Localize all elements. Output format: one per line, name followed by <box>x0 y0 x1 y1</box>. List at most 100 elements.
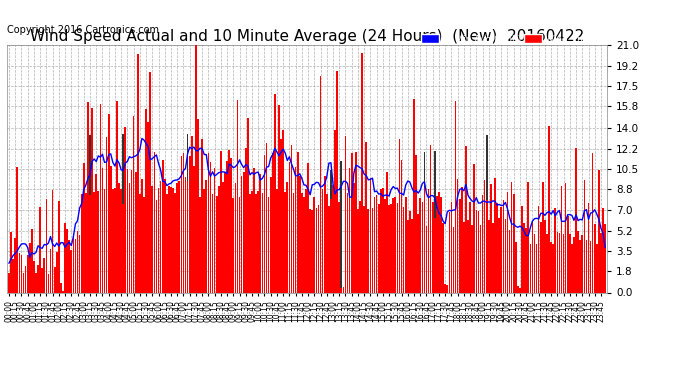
Bar <box>502 200 504 292</box>
Bar <box>166 194 168 292</box>
Bar <box>340 288 342 292</box>
Bar <box>253 168 255 292</box>
Bar <box>35 273 37 292</box>
Bar <box>170 187 172 292</box>
Bar <box>486 200 488 292</box>
Bar <box>519 288 521 292</box>
Bar <box>247 141 248 292</box>
Bar <box>415 155 417 292</box>
Bar <box>578 231 579 292</box>
Bar <box>237 100 238 292</box>
Bar <box>368 209 369 292</box>
Bar <box>43 258 45 292</box>
Bar <box>440 198 442 292</box>
Bar <box>334 130 336 292</box>
Bar <box>523 223 525 292</box>
Bar <box>569 234 571 292</box>
Bar <box>297 152 299 292</box>
Bar <box>475 210 477 292</box>
Bar <box>97 191 99 292</box>
Bar <box>598 170 600 292</box>
Bar <box>575 148 577 292</box>
Bar <box>10 232 12 292</box>
Bar <box>89 135 91 292</box>
Bar <box>496 203 498 292</box>
Bar <box>162 160 164 292</box>
Bar <box>50 249 51 292</box>
Bar <box>286 182 288 292</box>
Bar <box>268 197 270 292</box>
Bar <box>104 189 106 292</box>
Bar <box>432 201 433 292</box>
Bar <box>77 231 79 292</box>
Bar <box>411 219 413 292</box>
Bar <box>420 198 421 292</box>
Bar <box>120 189 122 292</box>
Bar <box>210 162 211 292</box>
Bar <box>101 168 104 292</box>
Bar <box>465 146 466 292</box>
Bar <box>535 244 538 292</box>
Bar <box>179 182 180 292</box>
Bar <box>56 252 57 292</box>
Bar <box>592 153 593 292</box>
Bar <box>255 194 257 292</box>
Bar <box>434 151 435 292</box>
Bar <box>424 152 425 292</box>
Bar <box>313 197 315 292</box>
Bar <box>299 176 301 292</box>
Bar <box>469 202 471 292</box>
Bar <box>573 237 575 292</box>
Bar <box>498 218 500 292</box>
Bar <box>477 211 480 292</box>
Bar <box>301 193 303 292</box>
Bar <box>290 146 293 292</box>
Bar <box>239 196 240 292</box>
Bar <box>118 183 120 292</box>
Bar <box>216 196 217 292</box>
Bar <box>95 174 97 292</box>
Bar <box>247 118 248 292</box>
Bar <box>293 193 295 292</box>
Bar <box>112 189 114 292</box>
Bar <box>249 194 250 292</box>
Bar <box>154 152 155 292</box>
Bar <box>177 183 178 292</box>
Bar <box>559 232 560 292</box>
Bar <box>128 183 130 292</box>
Bar <box>62 291 63 292</box>
Bar <box>455 101 456 292</box>
Bar <box>272 153 274 292</box>
Bar <box>424 188 425 292</box>
Bar <box>222 182 224 292</box>
Bar <box>257 191 259 292</box>
Bar <box>442 223 444 292</box>
Bar <box>148 122 149 292</box>
Bar <box>130 170 132 292</box>
Bar <box>233 198 234 292</box>
Bar <box>378 204 380 292</box>
Bar <box>388 205 390 292</box>
Bar <box>317 206 319 292</box>
Bar <box>68 240 70 292</box>
Bar <box>204 189 205 292</box>
Bar <box>451 202 452 292</box>
Bar <box>430 145 431 292</box>
Bar <box>366 142 367 292</box>
Bar <box>384 199 386 292</box>
Bar <box>66 229 68 292</box>
Bar <box>266 143 268 292</box>
Bar <box>353 183 355 292</box>
Bar <box>126 169 128 292</box>
Bar <box>274 94 276 292</box>
Bar <box>444 284 446 292</box>
Bar <box>230 158 232 292</box>
Bar <box>453 226 454 292</box>
Bar <box>330 170 332 292</box>
Bar <box>208 153 209 292</box>
Title: Wind Speed Actual and 10 Minute Average (24 Hours)  (New)  20160422: Wind Speed Actual and 10 Minute Average … <box>30 29 584 44</box>
Bar <box>137 54 139 292</box>
Bar <box>446 285 448 292</box>
Bar <box>309 209 311 292</box>
Bar <box>557 232 558 292</box>
